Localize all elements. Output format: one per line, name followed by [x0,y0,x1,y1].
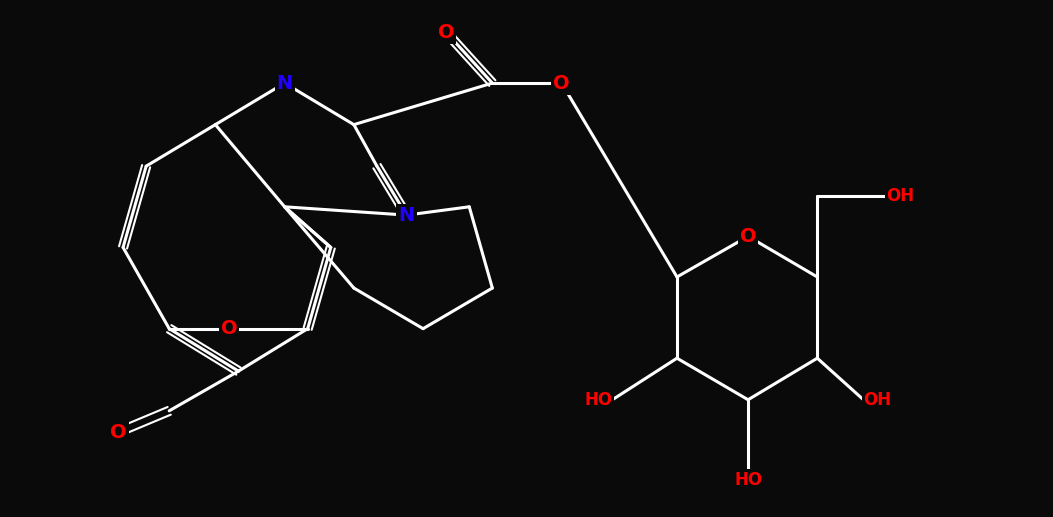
Text: OH: OH [887,187,915,205]
Text: O: O [111,422,126,442]
Text: OH: OH [863,391,892,409]
Text: O: O [740,227,756,246]
Text: O: O [438,23,455,42]
Text: HO: HO [734,471,762,489]
Text: O: O [553,73,570,93]
Text: N: N [398,206,415,224]
Text: N: N [277,73,293,93]
Text: HO: HO [584,391,613,409]
Text: O: O [221,319,238,338]
